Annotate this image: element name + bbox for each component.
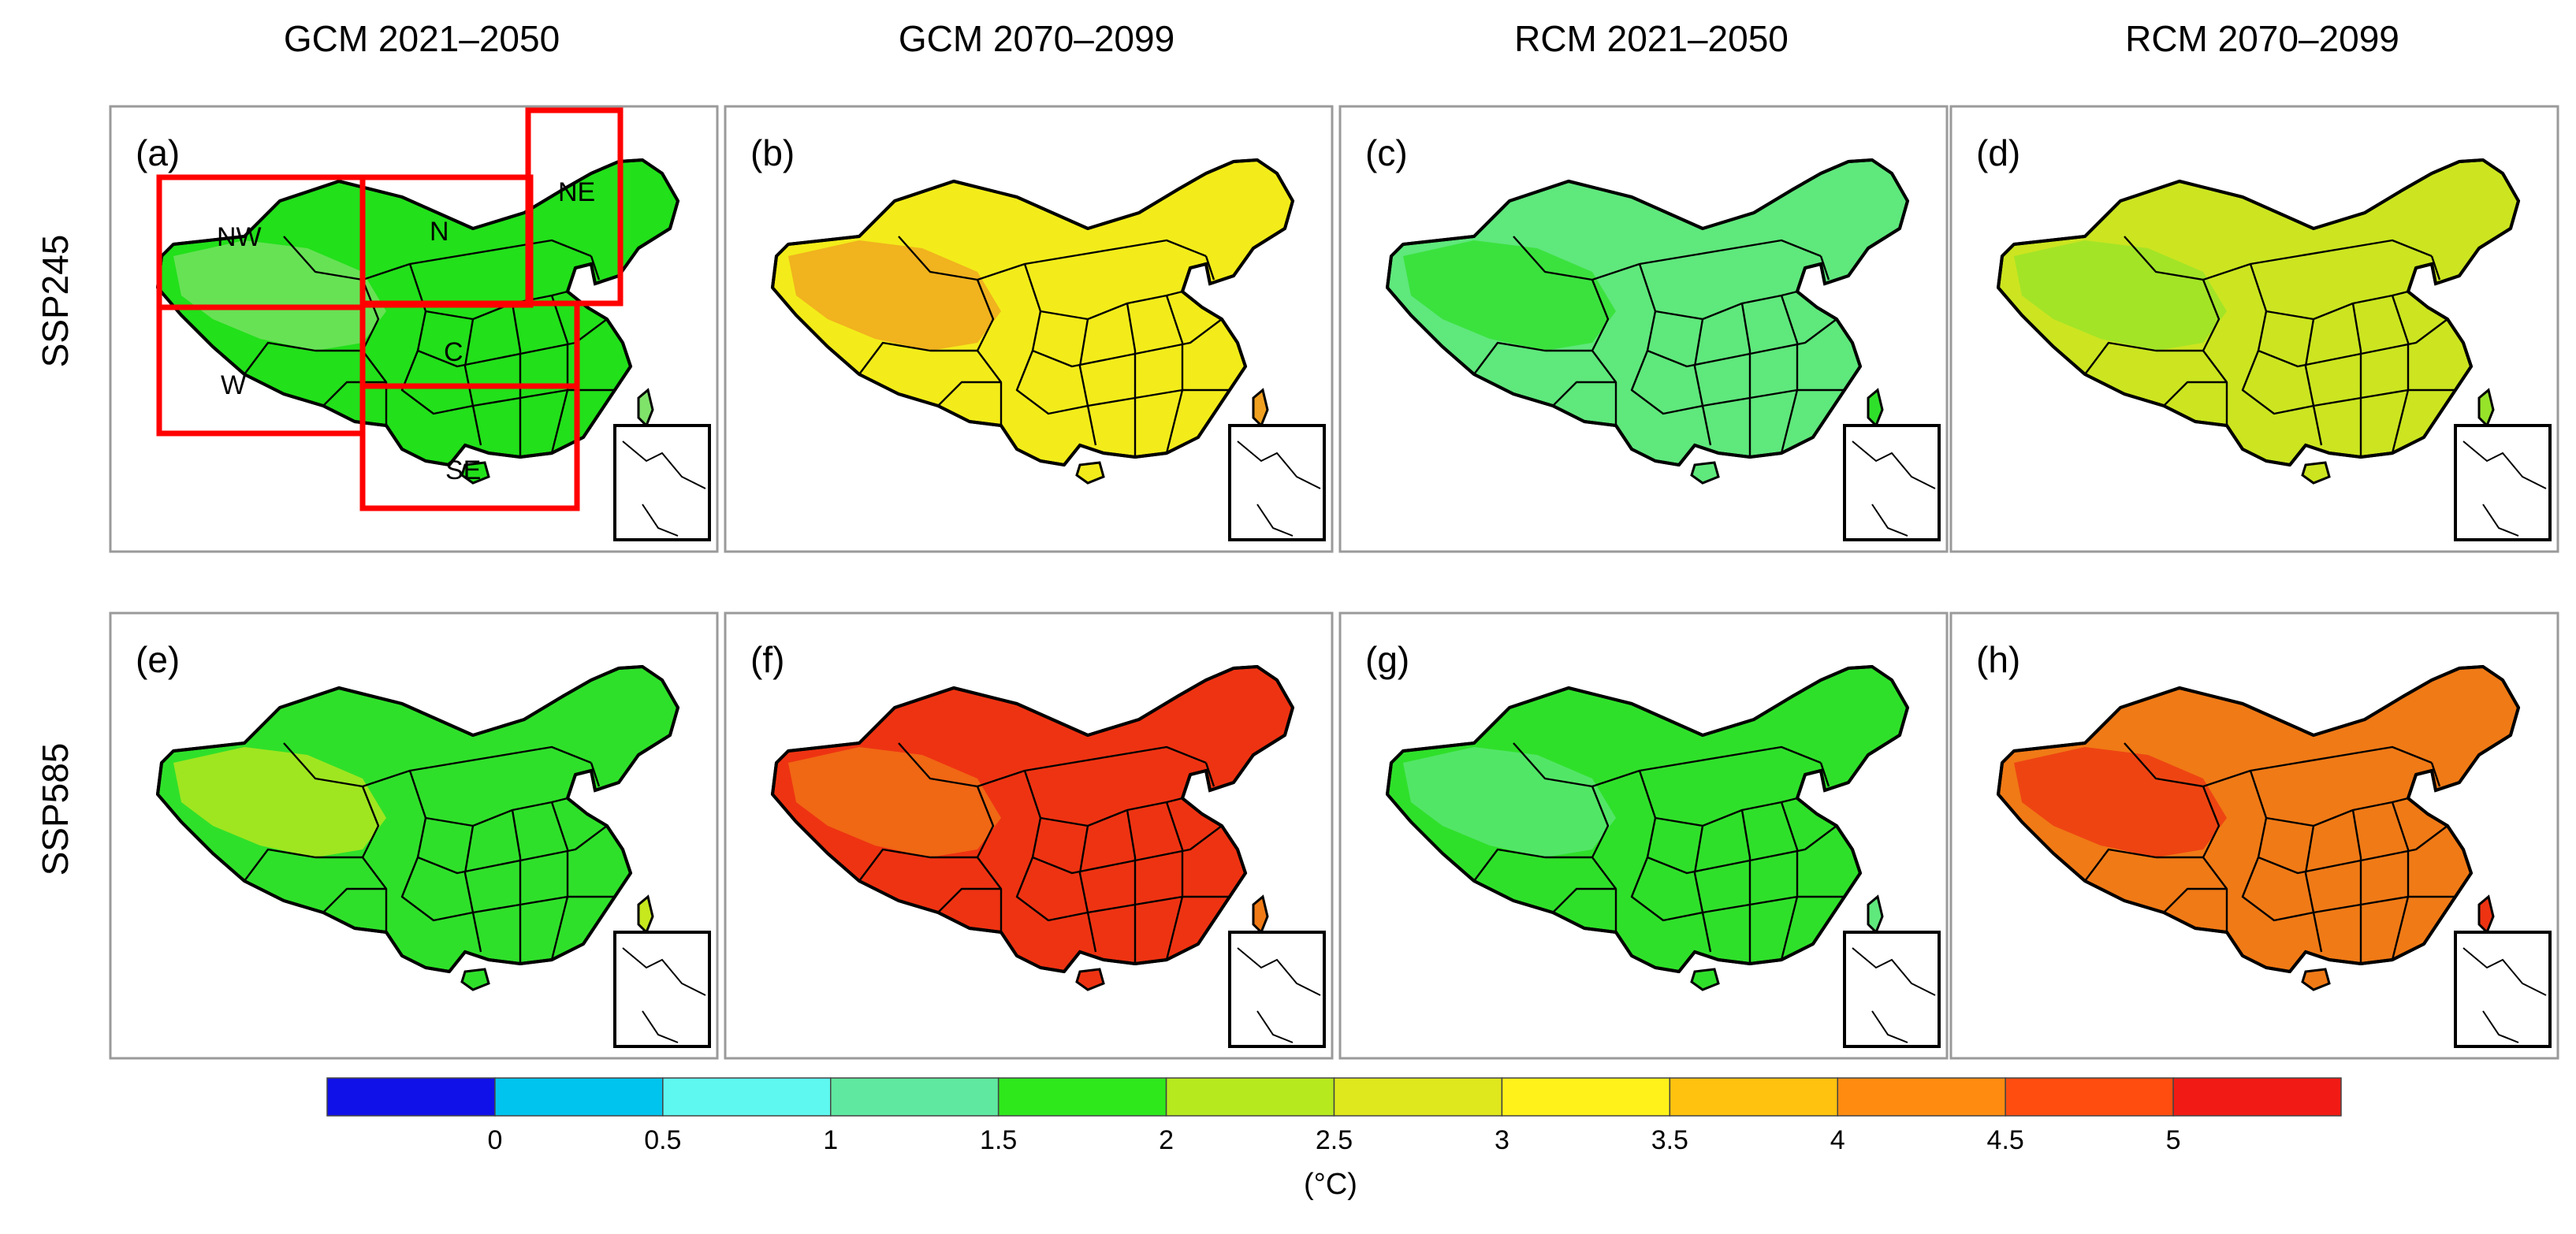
colorbar-cell <box>662 1077 832 1117</box>
colorbar-tick-label: 0.5 <box>644 1125 681 1155</box>
inset-coastline <box>1237 440 1321 537</box>
region-label-ne: NE <box>558 177 595 207</box>
column-title-rcm-2021-2050: RCM 2021–2050 <box>1514 18 1789 59</box>
region-label-c: C <box>444 337 463 367</box>
panel-label: (f) <box>750 639 784 680</box>
map-panel-h: (h) <box>1949 611 2559 1060</box>
column-title-gcm-2021-2050: GCM 2021–2050 <box>283 18 560 59</box>
region-label-n: N <box>430 217 449 247</box>
map-panel-b: (b) <box>724 105 1334 553</box>
colorbar-tick-label: 3.5 <box>1651 1125 1688 1155</box>
map-panel-f: (f) <box>724 611 1334 1060</box>
panel-label: (g) <box>1365 639 1409 680</box>
region-box-w <box>156 304 366 437</box>
inset-coastline <box>1852 440 1936 537</box>
inset-coastline <box>622 947 706 1043</box>
colorbar-tick-label: 4.5 <box>1987 1125 2024 1155</box>
inset-coastline <box>622 440 706 537</box>
panel-label: (d) <box>1976 132 2020 173</box>
colorbar-cell <box>1165 1077 1335 1117</box>
map-panel-e: (e) <box>109 611 719 1060</box>
colorbar-cell <box>830 1077 1000 1117</box>
map-panels: (a) (b) (c) (d) (e) (f) (g) (h) <box>109 105 2559 1060</box>
south-china-sea-inset <box>613 931 711 1048</box>
colorbar-tick-label: 4 <box>1830 1125 1845 1155</box>
colorbar-unit-label: (°C) <box>1304 1168 1357 1201</box>
colorbar: 0 0.5 1 1.5 2 2.5 3 3.5 4 4.5 5 <box>326 1077 2342 1155</box>
colorbar-cell <box>1837 1077 2006 1117</box>
map-panel-d: (d) <box>1949 105 2559 553</box>
panel-label: (c) <box>1365 132 1408 173</box>
colorbar-tick-label: 1 <box>823 1125 838 1155</box>
colorbar-tick-label: 1.5 <box>980 1125 1017 1155</box>
colorbar-tick-label: 3 <box>1495 1125 1509 1155</box>
colorbar-cell <box>1501 1077 1671 1117</box>
map-panel-c: (c) <box>1338 105 1949 553</box>
colorbar-tick-label: 5 <box>2166 1125 2181 1155</box>
region-label-nw: NW <box>217 222 262 252</box>
inset-coastline <box>2462 947 2547 1043</box>
region-box-se <box>359 383 580 511</box>
colorbar-cell <box>494 1077 664 1117</box>
colorbar-cell <box>2005 1077 2174 1117</box>
column-title-gcm-2070-2099: GCM 2070–2099 <box>898 18 1175 59</box>
region-label-se: SE <box>445 455 481 485</box>
colorbar-cell <box>1333 1077 1503 1117</box>
panel-label: (e) <box>136 639 180 680</box>
colorbar-tick-label: 2.5 <box>1316 1125 1353 1155</box>
colorbar-tick-label: 2 <box>1159 1125 1174 1155</box>
colorbar-cell <box>1669 1077 1838 1117</box>
colorbar-cell <box>2172 1077 2342 1117</box>
panel-label: (b) <box>750 132 795 173</box>
colorbar-cell <box>997 1077 1167 1117</box>
region-boxes: NW N NE C W SE <box>156 107 624 511</box>
colorbar-cell <box>326 1077 496 1117</box>
inset-coastline <box>1237 947 1321 1043</box>
inset-coastline <box>1852 947 1936 1043</box>
map-panel-g: (g) <box>1338 611 1949 1060</box>
inset-coastline <box>2462 440 2547 537</box>
panel-label: (h) <box>1976 639 2020 680</box>
column-title-rcm-2070-2099: RCM 2070–2099 <box>2125 18 2399 59</box>
panel-label: (a) <box>136 132 180 173</box>
map-panel-a: (a) <box>109 105 719 553</box>
region-label-w: W <box>221 370 246 400</box>
colorbar-tick-label: 0 <box>487 1125 502 1155</box>
